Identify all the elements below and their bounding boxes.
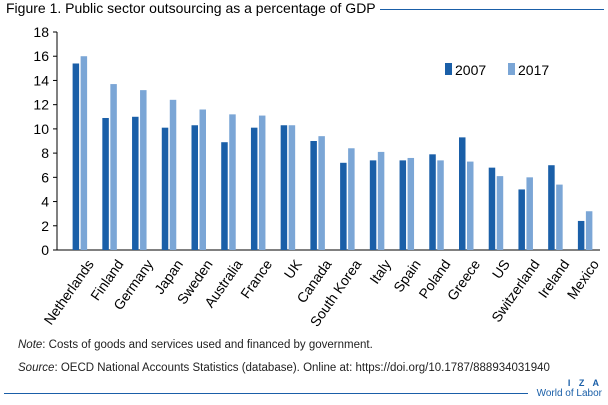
bar-2017-france	[258, 115, 266, 250]
x-tick-label: France	[237, 256, 275, 301]
bar-2017-south-korea	[348, 148, 355, 250]
y-tick-label: 4	[41, 194, 49, 210]
bar-2007-greece	[459, 137, 466, 250]
title-rule	[380, 9, 604, 10]
bar-2007-south-korea	[340, 162, 347, 250]
bar-2017-netherlands	[80, 56, 88, 250]
bar-2007-us	[488, 167, 496, 250]
source-label: Source	[18, 362, 55, 374]
x-tick-label: UK	[281, 256, 306, 282]
y-tick-label: 6	[41, 169, 49, 185]
bar-2017-mexico	[585, 211, 593, 250]
y-tick-label: 12	[33, 97, 49, 113]
bottom-rule	[4, 393, 528, 394]
legend-swatch-2007	[445, 63, 452, 75]
figure-note: Note: Costs of goods and services used a…	[18, 339, 373, 351]
bar-2007-sweden	[191, 125, 198, 250]
bar-2007-ireland	[548, 165, 555, 250]
y-tick-label: 18	[33, 24, 49, 40]
bar-2017-switzerland	[526, 177, 533, 250]
figure-source: Source: OECD National Accounts Statistic…	[18, 362, 550, 374]
bar-2017-italy	[377, 151, 385, 250]
bar-2007-france	[250, 127, 258, 250]
bar-2017-finland	[110, 84, 117, 250]
bar-2007-germany	[132, 116, 139, 251]
bar-2017-greece	[467, 161, 474, 250]
figure-title: Figure 1. Public sector outsourcing as a…	[6, 0, 376, 16]
y-tick-label: 16	[33, 48, 49, 64]
bar-2007-italy	[369, 160, 377, 250]
bar-2007-canada	[310, 141, 317, 250]
legend-swatch-2017	[508, 63, 515, 75]
bar-2017-australia	[229, 114, 236, 250]
bar-2007-finland	[102, 117, 109, 250]
x-tick-label: Mexico	[564, 256, 603, 302]
bar-2017-poland	[437, 160, 444, 250]
legend-label-2007: 2007	[455, 62, 486, 78]
bar-chart: 024681012141618NetherlandsFinlandGermany…	[33, 24, 603, 329]
bar-2017-ireland	[556, 184, 563, 250]
bar-2017-us	[496, 176, 504, 250]
bar-2017-spain	[407, 157, 415, 250]
iza-logo: I Z A World of Labor	[532, 378, 602, 399]
source-text: : OECD National Accounts Statistics (dat…	[54, 362, 550, 374]
bar-2007-poland	[429, 154, 436, 250]
note-label: Note	[18, 339, 43, 351]
x-tick-label: US	[489, 257, 513, 282]
bar-2017-sweden	[199, 109, 206, 250]
y-tick-label: 8	[41, 145, 49, 161]
bar-2007-australia	[221, 142, 228, 250]
bar-2007-mexico	[577, 220, 585, 250]
bar-2017-japan	[169, 99, 177, 250]
y-tick-label: 14	[33, 72, 49, 88]
iza-brand-sub: World of Labor	[536, 388, 602, 399]
bar-2017-uk	[288, 125, 296, 250]
legend-label-2017: 2017	[518, 62, 549, 78]
bar-2007-switzerland	[518, 189, 525, 250]
y-tick-label: 10	[33, 121, 49, 137]
y-tick-label: 2	[41, 218, 49, 234]
x-tick-label: Italy	[366, 257, 394, 287]
bar-2007-uk	[280, 125, 288, 250]
bar-2007-netherlands	[72, 63, 80, 250]
bar-2017-canada	[318, 136, 325, 250]
bar-2007-spain	[399, 160, 407, 250]
iza-brand: I Z A	[567, 378, 602, 388]
note-text: : Costs of goods and services used and f…	[42, 339, 373, 351]
y-tick-label: 0	[41, 242, 49, 258]
bar-2017-germany	[140, 90, 147, 250]
bar-2007-japan	[161, 127, 169, 250]
